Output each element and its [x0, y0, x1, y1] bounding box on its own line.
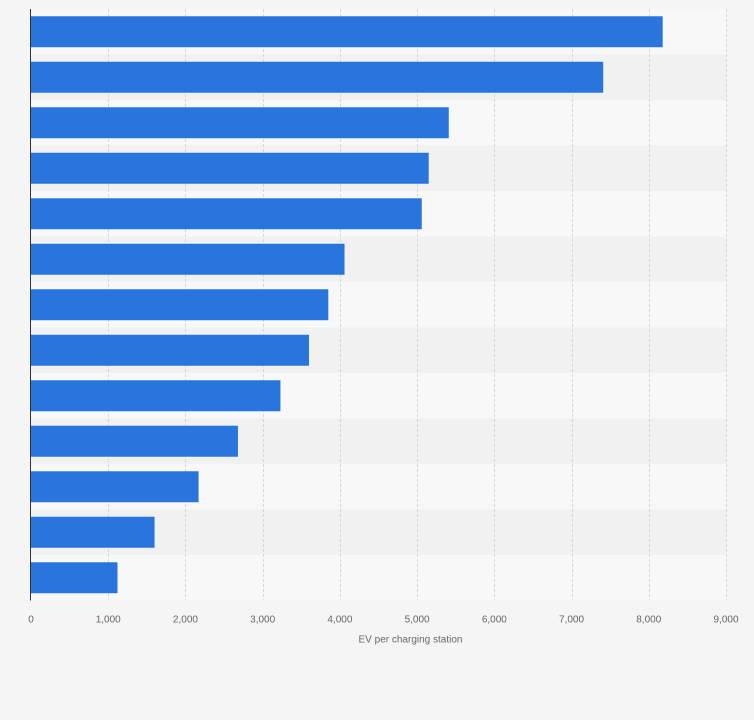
- row-band: [31, 555, 726, 601]
- bar[interactable]: [31, 152, 429, 184]
- x-tick-label: 8,000: [636, 615, 661, 626]
- x-tick-label: 3,000: [250, 615, 275, 626]
- x-tick-labels: 0 1,000 2,000 3,000 4,000 5,000 6,000 7,000 8,00…: [28, 615, 739, 626]
- bar[interactable]: [31, 471, 199, 503]
- x-tick-label: 1,000: [96, 615, 121, 626]
- bar[interactable]: [31, 425, 238, 457]
- x-tick-label: 9,000: [713, 615, 738, 626]
- bar[interactable]: [31, 61, 604, 93]
- x-tick-label: 4,000: [327, 615, 352, 626]
- bar[interactable]: [31, 198, 422, 230]
- bar[interactable]: [31, 334, 309, 366]
- bar[interactable]: [31, 16, 663, 48]
- x-tick-label: 5,000: [405, 615, 430, 626]
- x-tick-label: 7,000: [559, 615, 584, 626]
- bar[interactable]: [31, 289, 329, 321]
- x-axis-title: EV per charging station: [359, 635, 463, 646]
- bar[interactable]: [31, 562, 118, 594]
- bar[interactable]: [31, 516, 155, 548]
- x-tick-label: 2,000: [173, 615, 198, 626]
- bar[interactable]: [31, 243, 345, 275]
- x-tick-label: 0: [28, 615, 34, 626]
- bar[interactable]: [31, 107, 449, 139]
- bars: [31, 16, 663, 594]
- bar[interactable]: [31, 380, 281, 412]
- x-tick-label: 6,000: [482, 615, 507, 626]
